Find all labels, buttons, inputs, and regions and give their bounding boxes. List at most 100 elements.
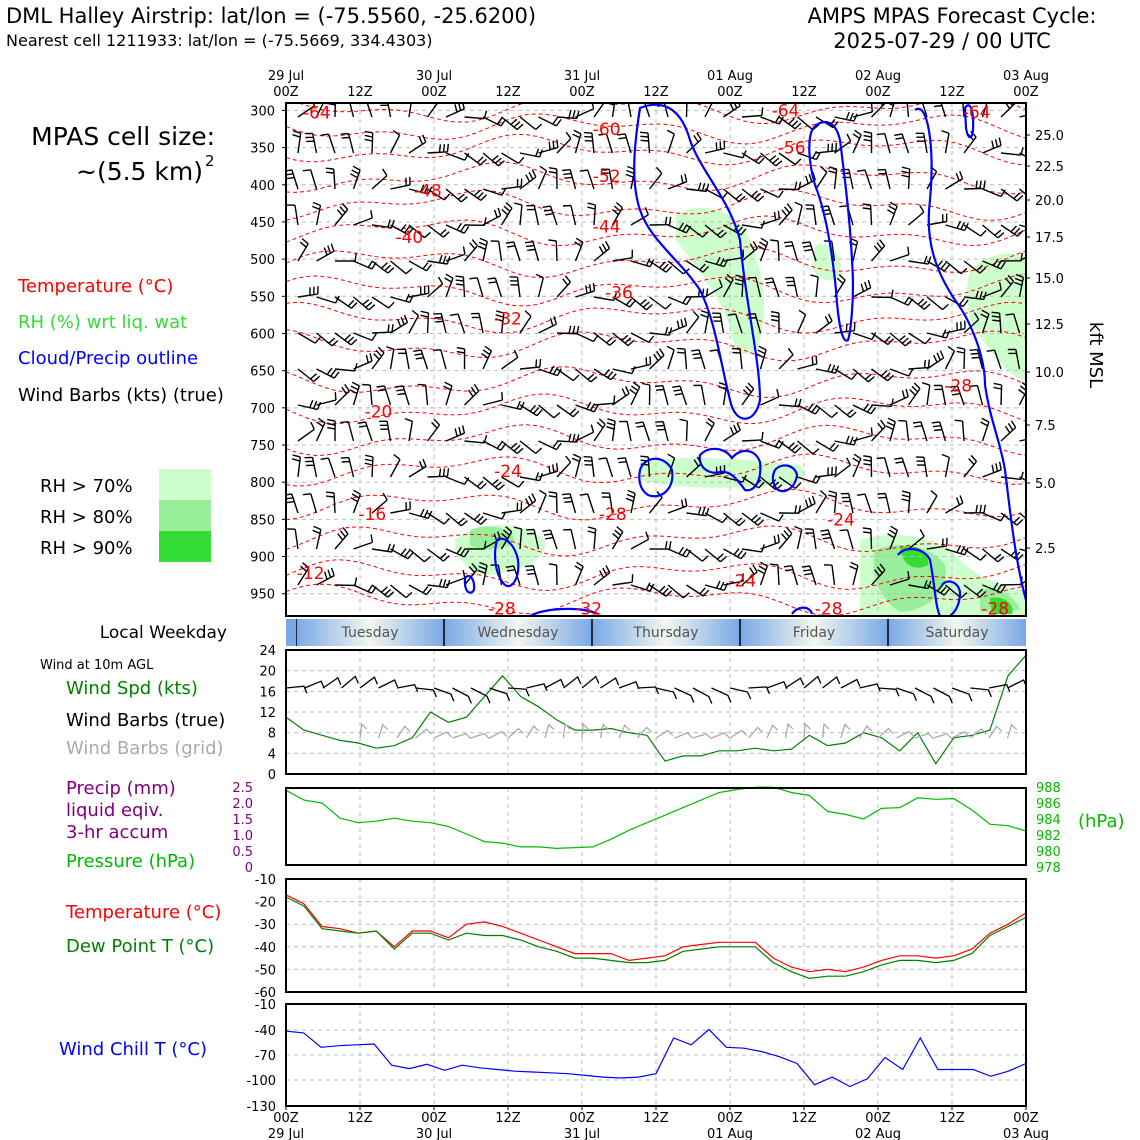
wind-barb xyxy=(420,310,430,334)
wind-barb xyxy=(334,577,358,587)
wind-barb xyxy=(649,348,665,370)
wind-barb xyxy=(390,501,411,514)
pressure-tick-label: 750 xyxy=(250,439,275,454)
wind-barb xyxy=(291,454,301,478)
wind-barb xyxy=(815,313,833,334)
wind-barb-true xyxy=(285,685,308,694)
wind-barb-true xyxy=(692,687,713,704)
wind-barb xyxy=(408,548,431,563)
wind-barb xyxy=(427,276,444,298)
bottom-hour-label: 12Z xyxy=(939,1111,965,1126)
wind-barb xyxy=(805,204,817,226)
wind-barb xyxy=(1000,103,1016,118)
wind-barb xyxy=(630,296,653,311)
wind-barb xyxy=(889,332,912,347)
wind-barb xyxy=(427,143,449,154)
precip-label-2: liquid eqiv. xyxy=(66,800,163,821)
wind-barb xyxy=(870,563,886,586)
wind-barb xyxy=(482,392,504,406)
wind-barb xyxy=(611,526,624,550)
wind-barb xyxy=(757,561,768,586)
y-tick-label: -70 xyxy=(255,1049,276,1064)
wind-barb xyxy=(797,355,818,370)
wind-barb xyxy=(760,512,784,522)
temp-dewpoint-plot: -10 -20 -30 -40 -50 -60 xyxy=(255,873,1027,1001)
forecast-label: AMPS MPAS Forecast Cycle: xyxy=(808,4,1097,28)
wind-barb xyxy=(353,332,377,342)
weekday-cells: Tuesday Wednesday Thursday Friday Saturday xyxy=(286,619,1026,646)
wind-barb xyxy=(840,168,854,190)
y-tick-label: -40 xyxy=(255,1024,276,1039)
wind-barb xyxy=(601,168,614,190)
wind-barb-grid xyxy=(507,727,524,739)
wind-barb xyxy=(495,310,505,334)
wind-barb-true xyxy=(785,677,805,689)
wind-barb xyxy=(501,116,524,131)
temperature-contour xyxy=(286,525,1026,557)
wind-barb-true xyxy=(544,678,565,689)
pressure-tick-label: 984 xyxy=(1036,813,1061,828)
wind-barb xyxy=(286,493,299,514)
pressure-tick-label: 400 xyxy=(250,179,275,194)
wind-barb xyxy=(362,383,373,406)
wind-barb xyxy=(445,569,466,586)
wind-barb xyxy=(364,454,374,478)
pressure-tick-label: 850 xyxy=(250,513,275,528)
wind-barb xyxy=(371,543,395,553)
wind-barb xyxy=(949,385,965,406)
pressure-tick-label: 550 xyxy=(250,290,275,305)
wind-barb-true xyxy=(581,675,600,689)
wind-barb-grid xyxy=(674,732,693,739)
wind-barb xyxy=(304,456,318,478)
wind-barb xyxy=(908,332,932,345)
wind-barb xyxy=(954,419,965,442)
wind-barb-grid xyxy=(933,732,953,740)
wind-barb xyxy=(432,349,447,370)
wind-barb-grid xyxy=(914,732,934,740)
wind-barb xyxy=(538,316,558,334)
wind-barb xyxy=(482,207,502,226)
wind-barb xyxy=(926,537,948,550)
pressure-tick-label: 450 xyxy=(250,216,275,231)
wind-barb xyxy=(1000,147,1024,156)
cloud-outline xyxy=(638,457,674,498)
temperature-contour-label: -32 xyxy=(494,310,522,330)
wind-barb xyxy=(852,403,877,415)
wind-barb xyxy=(519,310,532,334)
wind-barb xyxy=(519,358,542,370)
wind-barb-grid xyxy=(599,722,609,739)
y-tick-label: -100 xyxy=(246,1074,276,1089)
height-tick-label: 22.5 xyxy=(1035,160,1064,175)
wind-barb xyxy=(1000,274,1015,298)
wind-barb xyxy=(538,440,562,451)
wind-barb xyxy=(686,260,710,273)
precip-tick-label: 0 xyxy=(245,861,253,876)
wind-barb xyxy=(801,241,817,262)
wind-barb xyxy=(617,457,632,478)
wind-barb xyxy=(649,326,673,336)
wind-barb xyxy=(501,440,524,455)
height-tick-label: 2.5 xyxy=(1035,542,1056,557)
wind-barb xyxy=(982,137,1002,154)
wind-barb xyxy=(1000,548,1024,561)
wind-barb xyxy=(741,512,765,526)
temperature-contour xyxy=(286,366,1026,398)
wind-barb xyxy=(982,281,1002,298)
wind-barb xyxy=(612,366,636,375)
wind-barb xyxy=(679,418,688,442)
wind-barb xyxy=(871,332,894,346)
wind-barb-true xyxy=(951,687,973,702)
wind-barb xyxy=(316,567,335,586)
wind-barb xyxy=(834,133,852,154)
wind-barb xyxy=(548,491,558,514)
wind-barb-true xyxy=(396,683,419,692)
wind-barb xyxy=(408,103,412,118)
temperature-contour-label: -40 xyxy=(395,228,423,248)
wind-barb-grid xyxy=(581,722,589,739)
wind-barb xyxy=(889,388,909,406)
wind-barb xyxy=(834,111,858,122)
rh-swatch-90 xyxy=(159,531,211,562)
wind-barb-grid xyxy=(970,728,987,739)
wind-barb-true xyxy=(526,683,548,692)
wind-barb-true xyxy=(341,675,359,689)
